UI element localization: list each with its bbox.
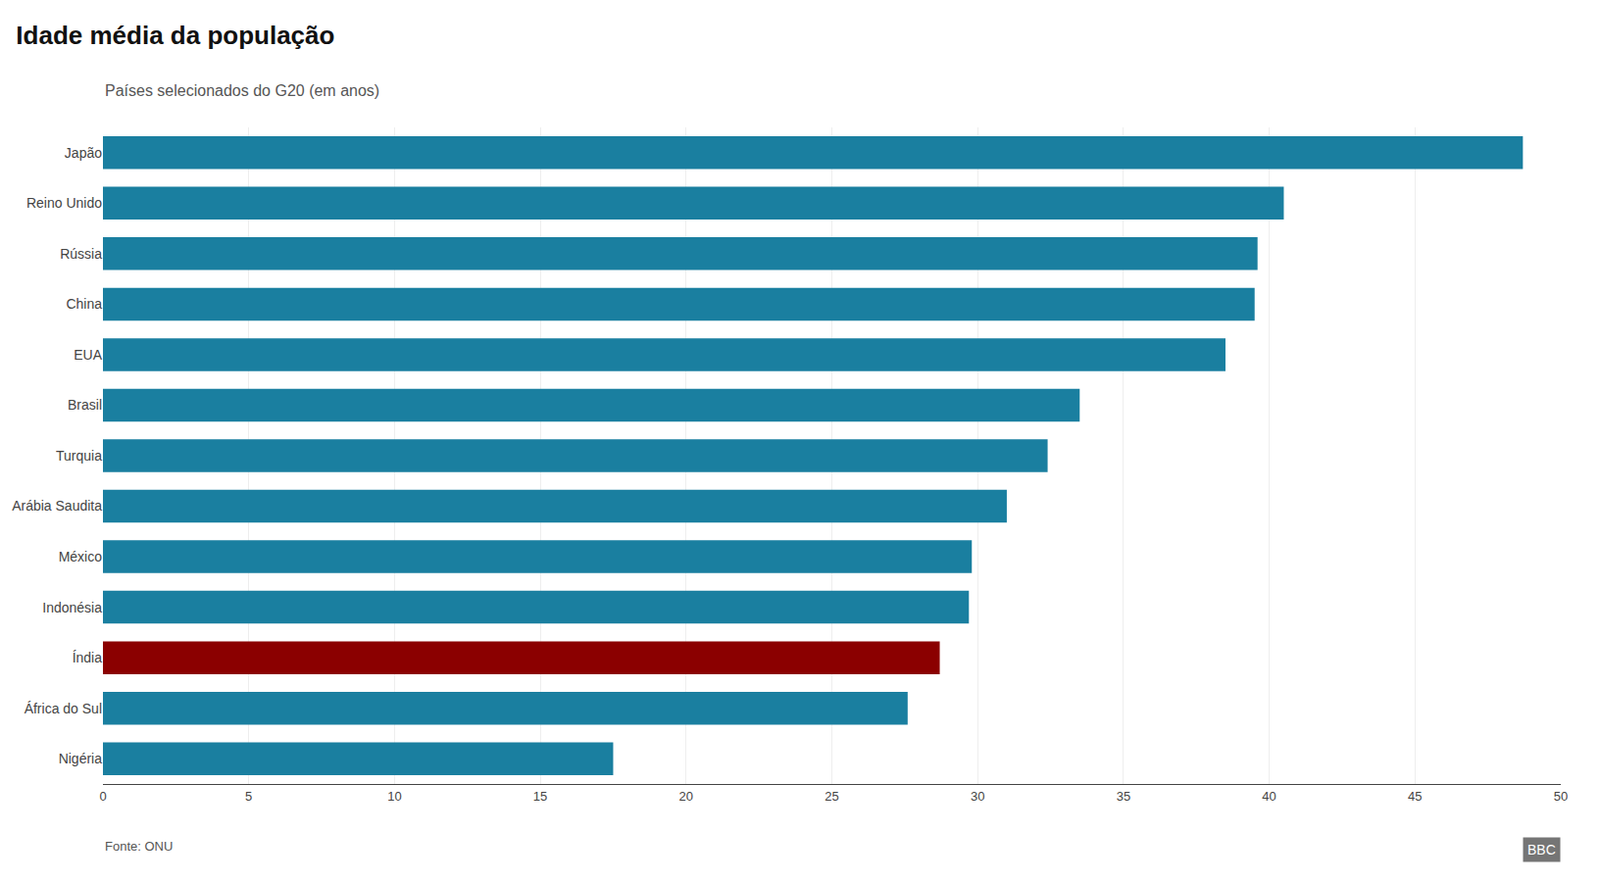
- svg-text:BBC: BBC: [1527, 842, 1556, 858]
- svg-text:15: 15: [533, 789, 548, 804]
- svg-text:Reino Unido: Reino Unido: [26, 195, 102, 211]
- svg-text:Turquia: Turquia: [55, 448, 102, 464]
- svg-text:40: 40: [1261, 789, 1276, 804]
- svg-text:Rússia: Rússia: [59, 246, 102, 262]
- svg-text:Idade média da população: Idade média da população: [15, 20, 335, 50]
- svg-text:Indonésia: Indonésia: [42, 600, 102, 616]
- svg-text:25: 25: [824, 789, 839, 804]
- svg-text:30: 30: [970, 789, 985, 804]
- svg-text:Índia: Índia: [72, 650, 103, 666]
- svg-text:5: 5: [245, 789, 252, 804]
- svg-text:Fonte: ONU: Fonte: ONU: [104, 839, 173, 854]
- svg-text:20: 20: [679, 789, 694, 804]
- svg-text:Brasil: Brasil: [67, 397, 102, 413]
- svg-text:México: México: [58, 549, 103, 565]
- svg-text:África do Sul: África do Sul: [24, 700, 102, 717]
- svg-text:Países selecionados do G20 (em: Países selecionados do G20 (em anos): [104, 82, 380, 100]
- svg-text:Japão: Japão: [64, 145, 102, 161]
- svg-text:50: 50: [1553, 789, 1568, 804]
- svg-text:China: China: [65, 296, 102, 312]
- svg-text:45: 45: [1407, 789, 1422, 804]
- svg-text:EUA: EUA: [73, 347, 102, 363]
- svg-text:35: 35: [1116, 789, 1131, 804]
- svg-text:10: 10: [387, 789, 401, 804]
- svg-text:Nigéria: Nigéria: [58, 750, 103, 767]
- svg-text:0: 0: [99, 789, 106, 804]
- svg-text:Arábia Saudita: Arábia Saudita: [11, 498, 102, 514]
